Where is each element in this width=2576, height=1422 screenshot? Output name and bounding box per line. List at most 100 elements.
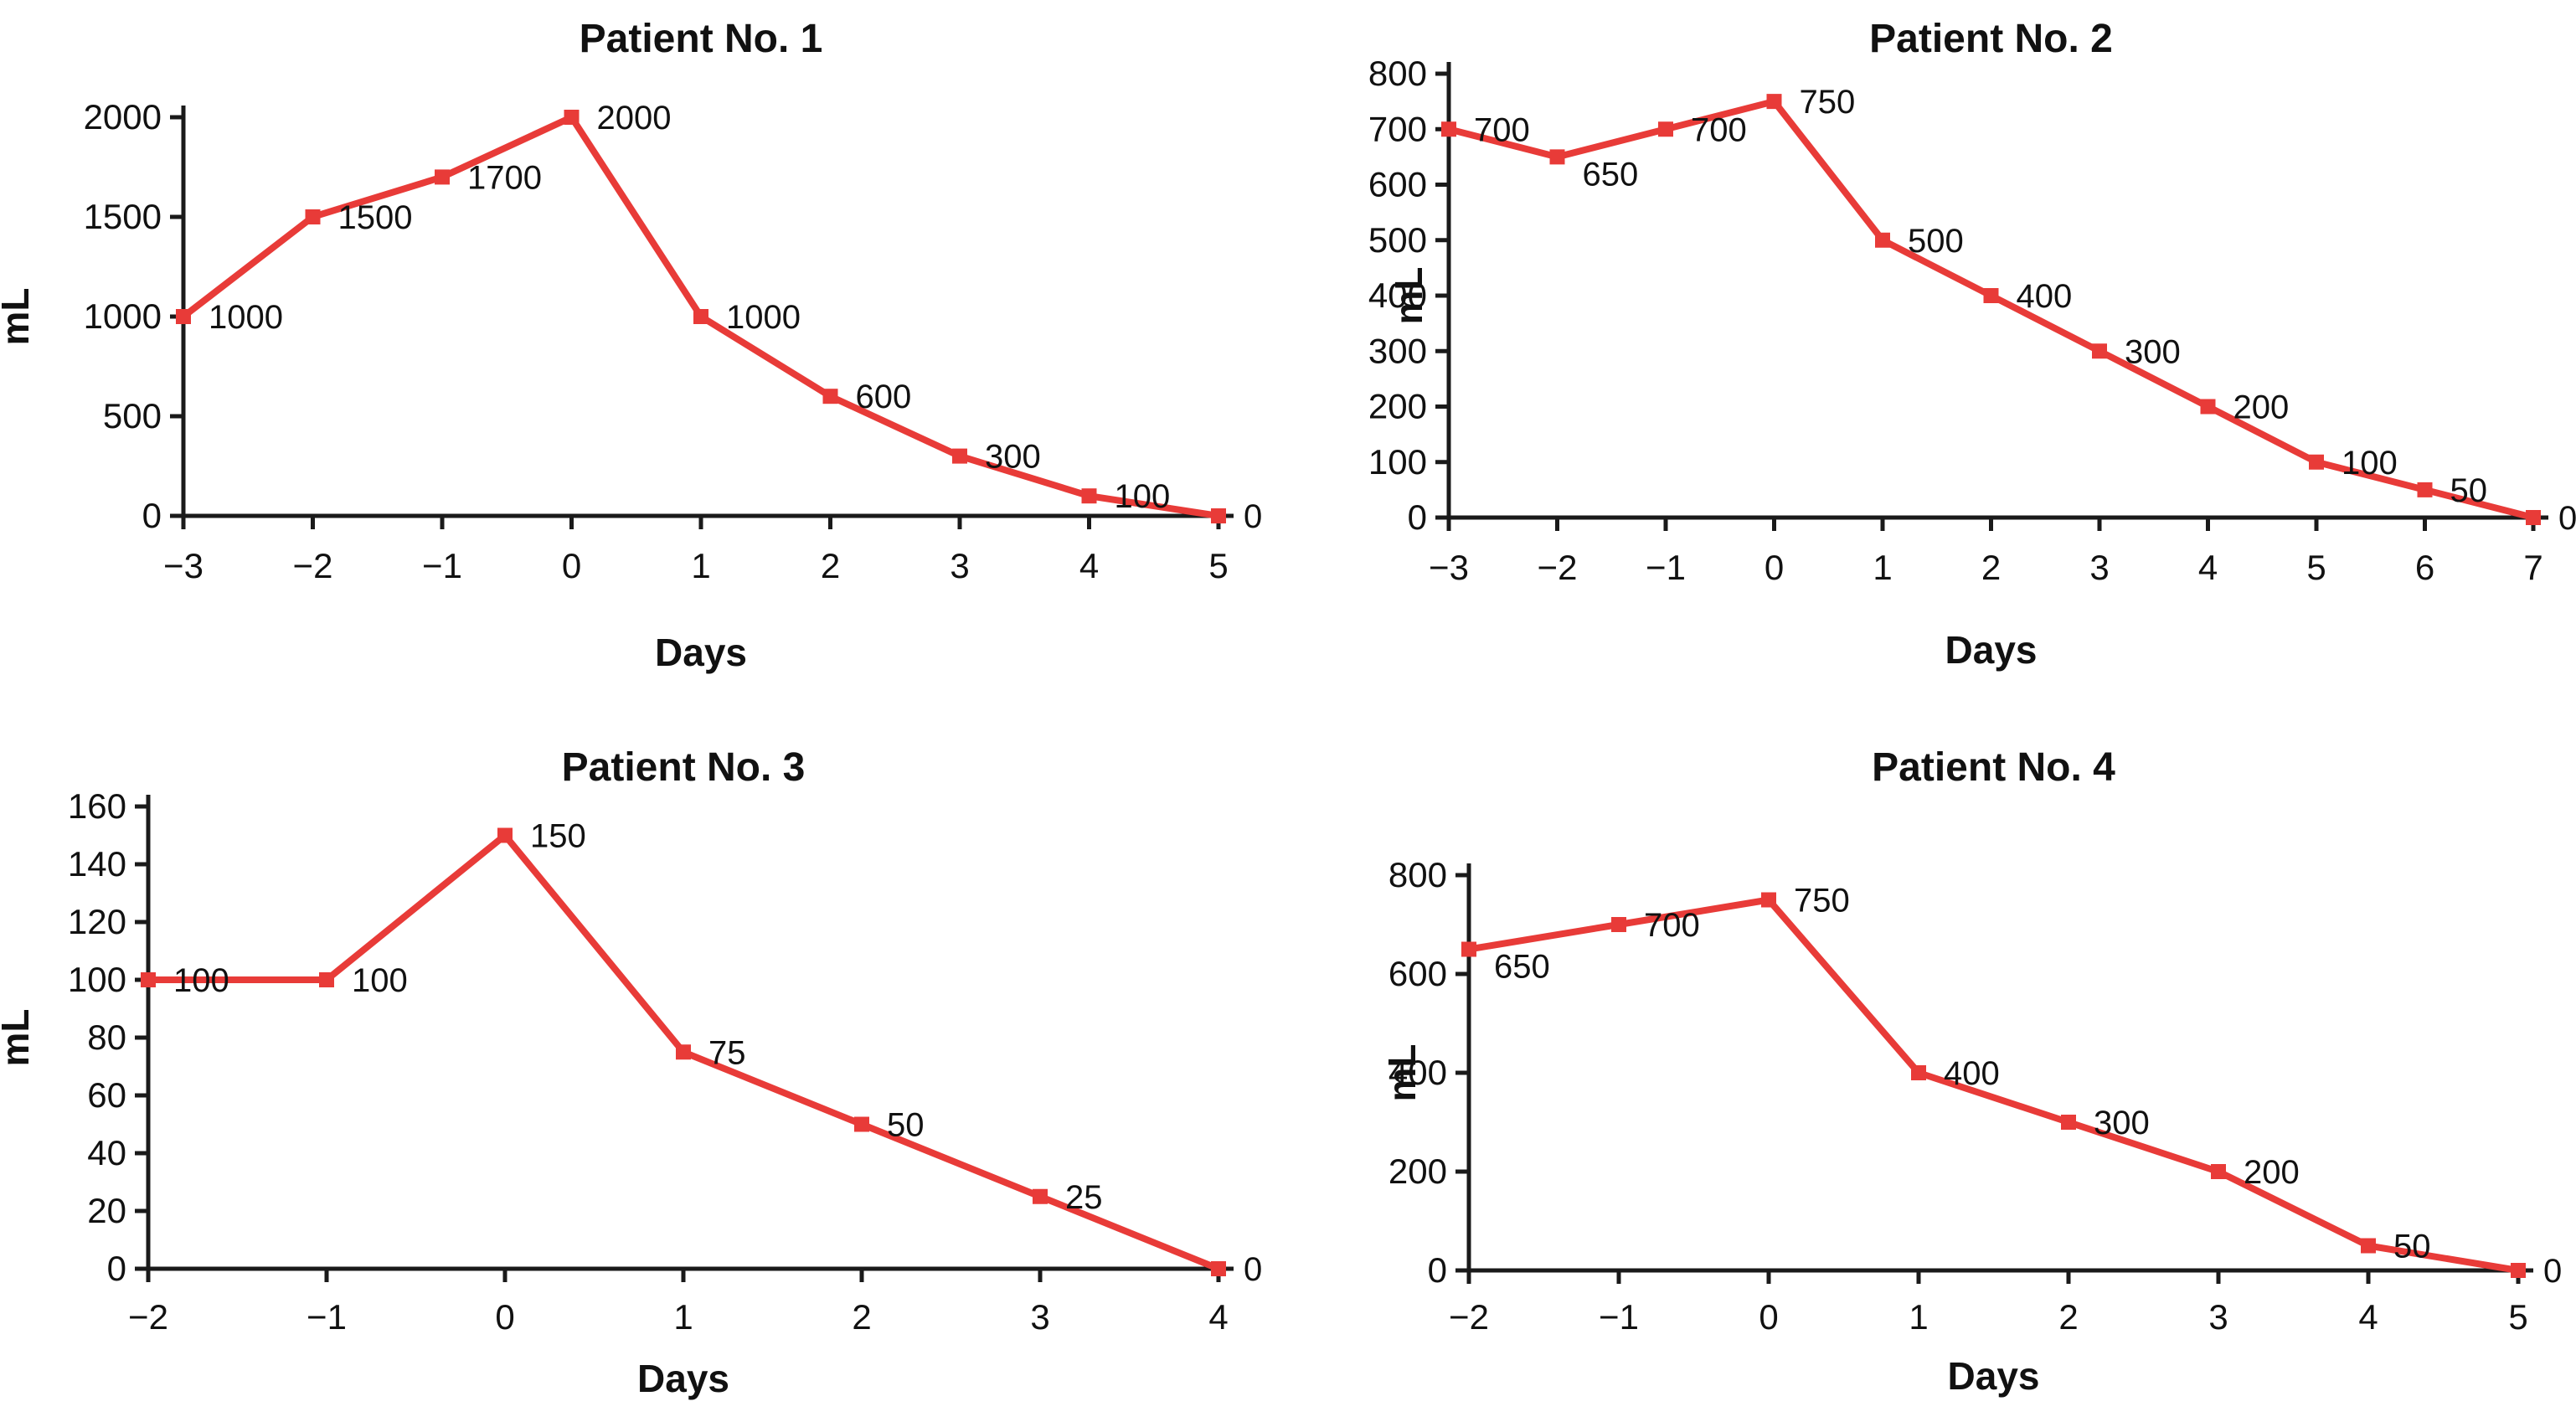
x-tick-label: −2 [1449, 1297, 1489, 1337]
x-tick-label: 3 [950, 546, 969, 585]
y-axis-label: mL [0, 1009, 37, 1067]
data-point-marker [435, 169, 450, 185]
data-point-marker [822, 389, 838, 404]
data-point-label: 650 [1494, 949, 1550, 986]
data-point-marker [1911, 1065, 1926, 1080]
x-tick-label: 4 [2358, 1297, 2378, 1337]
data-point-marker [176, 309, 191, 324]
y-tick-label: 100 [68, 960, 126, 999]
data-point-label: 150 [530, 818, 586, 855]
x-tick-label: −3 [163, 546, 204, 585]
y-tick-label: 400 [1388, 1053, 1447, 1092]
y-tick-label: 0 [1408, 497, 1427, 537]
chart-panel-patient-4: Patient No. 4 0 200 400 600 800 −2 −1 0 1 2 3 4 5 Days… [1288, 711, 2576, 1422]
data-point-label: 300 [985, 439, 1041, 476]
data-point-marker [1211, 1261, 1226, 1276]
series-line [1466, 896, 2522, 1274]
y-tick-label: 400 [1368, 276, 1427, 315]
data-point-marker [2526, 510, 2541, 525]
data-point-label: 75 [708, 1034, 746, 1071]
y-tick-label: 300 [1368, 331, 1427, 370]
data-point-label: 750 [1794, 883, 1850, 920]
x-tick-label: 0 [495, 1297, 514, 1337]
data-point-label: 700 [1474, 111, 1530, 148]
x-tick-label: 7 [2523, 548, 2543, 587]
data-point-label: 200 [2233, 389, 2290, 426]
x-tick-label: 1 [1873, 548, 1892, 587]
x-axis-label: Days [1945, 628, 2038, 672]
x-tick-label: 0 [1759, 1297, 1778, 1337]
data-point-label: 1000 [726, 299, 801, 336]
data-point-marker [305, 209, 321, 224]
data-point-label: 200 [2244, 1154, 2300, 1191]
y-tick-label: 120 [68, 902, 126, 941]
patient-2-line-chart: Patient No. 20100200300400500600700800−3… [1368, 17, 2576, 672]
x-tick-label: 5 [2306, 548, 2326, 587]
y-tick-label: 800 [1388, 855, 1447, 894]
x-tick-label: 5 [2508, 1297, 2527, 1337]
data-point-label: 500 [1908, 223, 1964, 260]
x-tick-label: 0 [562, 546, 581, 585]
data-point-label: 400 [2017, 278, 2073, 315]
data-point-label: 1700 [467, 159, 542, 196]
chart-title: Patient No. 1 [580, 17, 823, 61]
y-tick-label: 40 [87, 1133, 126, 1172]
x-tick-label: 2 [1981, 548, 2001, 587]
x-axis-label: Days [655, 631, 747, 674]
data-point-label: 0 [2543, 1253, 2562, 1290]
x-tick-label: 3 [2208, 1297, 2228, 1337]
y-tick-label: 1000 [84, 296, 162, 336]
x-tick-label: −3 [1429, 548, 1469, 587]
x-tick-label: 2 [821, 546, 840, 585]
data-point-marker [1658, 121, 1673, 137]
x-tick-label: −1 [307, 1297, 347, 1337]
x-axis-label: Days [1948, 1354, 2040, 1398]
data-point-marker [2061, 1115, 2076, 1130]
chart-title: Patient No. 2 [1869, 17, 2113, 61]
y-tick-label: 800 [1368, 54, 1427, 93]
data-point-marker [141, 972, 156, 987]
y-tick-label: 600 [1368, 165, 1427, 204]
data-point-label: 100 [2342, 445, 2398, 482]
data-point-label: 0 [1244, 1251, 1262, 1288]
x-tick-label: 5 [1208, 546, 1228, 585]
data-point-marker [1081, 488, 1097, 504]
x-tick-label: 0 [1765, 548, 1784, 587]
data-point-marker [1033, 1188, 1048, 1204]
data-point-label: 700 [1644, 907, 1700, 944]
y-tick-label: 200 [1368, 387, 1427, 426]
data-point-label: 2000 [597, 100, 672, 137]
data-point-label: 100 [173, 962, 229, 999]
data-point-label: 0 [1244, 498, 1262, 535]
y-tick-label: 60 [87, 1075, 126, 1115]
x-tick-label: −1 [1599, 1297, 1639, 1337]
y-tick-label: 160 [68, 786, 126, 826]
y-tick-label: 600 [1388, 954, 1447, 993]
data-point-marker [1983, 288, 1999, 303]
data-point-marker [2309, 454, 2324, 470]
data-point-label: 0 [2558, 500, 2576, 537]
data-point-label: 300 [2094, 1105, 2150, 1141]
data-point-marker [2511, 1263, 2526, 1278]
data-point-marker [1875, 232, 1890, 248]
data-point-label: 650 [1583, 156, 1639, 193]
x-tick-label: 4 [1079, 546, 1099, 585]
x-axis-label: Days [637, 1357, 729, 1400]
data-point-marker [1461, 941, 1476, 957]
y-tick-label: 500 [1368, 220, 1427, 260]
data-point-label: 50 [2450, 472, 2488, 509]
x-tick-label: 3 [2089, 548, 2109, 587]
data-point-label: 1500 [338, 199, 413, 236]
y-tick-label: 0 [107, 1249, 126, 1288]
y-tick-label: 0 [1428, 1250, 1447, 1290]
x-tick-label: 2 [852, 1297, 871, 1337]
y-tick-label: 100 [1368, 442, 1427, 482]
data-point-label: 700 [1691, 111, 1747, 148]
data-point-marker [1761, 892, 1776, 908]
y-tick-label: 500 [103, 396, 162, 435]
y-tick-label: 200 [1388, 1152, 1447, 1191]
x-tick-label: −2 [1538, 548, 1578, 587]
data-point-label: 100 [1115, 478, 1171, 515]
data-point-marker [1549, 149, 1565, 165]
y-axis-label: mL [1387, 267, 1430, 325]
